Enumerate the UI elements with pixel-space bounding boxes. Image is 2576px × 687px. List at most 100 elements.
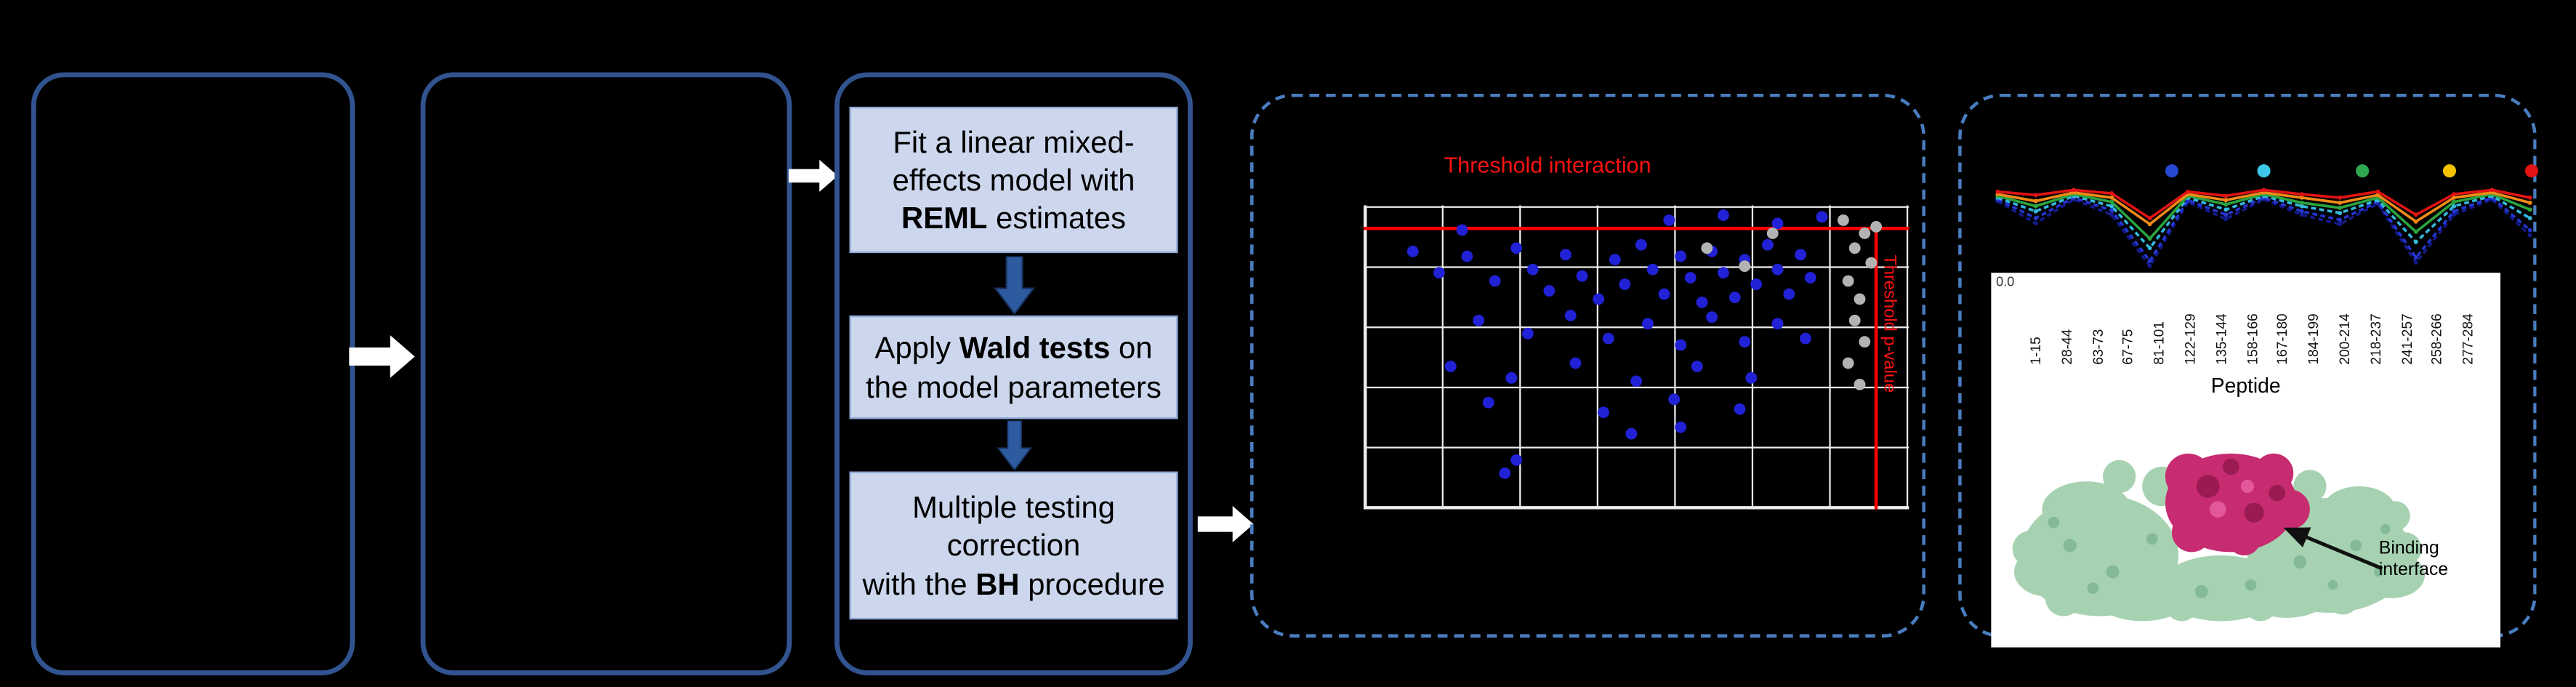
scatter-point-significant [1619,278,1632,291]
profile-point [2033,216,2038,221]
y-axis-tick-label: 0.0 [1996,274,2015,289]
scatter-point-significant [1728,291,1741,302]
profile-point [1995,189,2000,194]
profile-point [2223,198,2229,203]
profile-point [2413,260,2418,265]
scatter-point-significant [1772,318,1784,330]
right-arrow-icon [1197,506,1254,542]
peptide-tick-label: 167-180 [2274,313,2291,365]
scatter-point-significant [1707,312,1719,324]
peptide-tick-label: 67-75 [2120,329,2137,365]
scatter-point-significant [1750,278,1763,291]
scatter-point-not-significant [1870,220,1883,233]
scatter-point-significant [1570,358,1582,369]
profile-point [2527,207,2532,212]
scatter-point-significant [1685,272,1697,284]
step-text-bold: REML [901,201,988,236]
condition-dots-row [1991,158,2538,181]
profile-point [2338,211,2343,215]
scatter-point-not-significant [1859,227,1872,239]
profile-point [2223,212,2229,217]
step-text-part: Multiple testing correction with the [862,489,1116,601]
scatter-point-significant [1434,266,1446,278]
scatter-point-significant [1598,406,1610,418]
down-arrow-icon [994,256,1035,314]
profile-point [2109,199,2114,204]
step-text-part: procedure [1019,566,1165,601]
threshold-line-horizontal [1363,226,1909,230]
scatter-point-significant [1609,254,1621,266]
peptide-tick-label: 1-15 [2027,337,2044,365]
scatter-point-not-significant [1843,358,1855,369]
flow-step-wald: Apply Wald tests on the model parameters [849,315,1178,419]
threshold-line-vertical [1875,226,1878,510]
scatter-point-significant [1718,266,1730,278]
volcano-title: Threshold interaction [1444,153,1651,178]
scatter-point-significant [1559,248,1571,260]
volcano-plot [1363,205,1909,510]
scatter-point-significant [1461,251,1473,263]
scatter-point-significant [1565,309,1577,321]
profile-point [2109,204,2114,209]
scatter-point-significant [1668,394,1681,406]
step-text-part: Fit a linear mixed- effects model with [892,124,1135,197]
step-text: Apply Wald tests on the model parameters [866,329,1162,405]
scatter-point-significant [1674,251,1686,263]
profile-point [2261,188,2266,193]
profile-point [2413,219,2418,224]
step-text-part: Apply [874,330,959,366]
profile-point [2147,263,2152,268]
scatter-point-significant [1816,212,1828,224]
scatter-point-significant [1772,217,1784,230]
scatter-point-significant [1734,403,1746,415]
scatter-point-significant [1510,242,1522,254]
profile-point [2223,217,2229,222]
scatter-point-not-significant [1848,242,1861,254]
profile-point [2299,195,2304,200]
scatter-point-significant [1635,238,1648,251]
profile-point [2338,195,2343,200]
profile-point [2033,193,2038,198]
profile-point [2490,188,2495,193]
step-text-part: on the model parameters [866,330,1162,403]
profile-point [2223,202,2229,207]
peptide-axis-title: Peptide [2210,374,2281,398]
profile-point [2338,222,2343,227]
peptide-tick-label: 81-101 [2151,321,2168,365]
step-text-part: estimates [987,201,1127,236]
scatter-point-significant [1690,361,1702,373]
profile-point [2147,246,2152,251]
scatter-point-significant [1772,263,1784,276]
protein-surface [2012,459,2426,622]
scatter-point-significant [1630,376,1643,387]
scatter-point-significant [1657,287,1670,300]
binding-interface-highlight [2209,479,2254,518]
scatter-point-significant [1761,238,1774,251]
scatter-point-significant [1500,467,1511,479]
peptide-tick-label: 158-166 [2243,313,2261,365]
step-text: Multiple testing correction with the BH … [862,488,1164,603]
profile-point [2452,212,2457,217]
profile-point [2527,233,2532,238]
peptide-tick-label: 241-257 [2397,313,2415,365]
right-arrow-icon [349,335,415,378]
scatter-point-significant [1783,287,1795,300]
profile-point [2527,200,2532,205]
condition-dot [2164,164,2178,178]
profile-point [2299,212,2304,217]
down-arrow-icon [997,420,1033,470]
profile-point [2299,204,2304,209]
profile-point [2033,221,2038,226]
scatter-point-significant [1718,209,1730,220]
profile-line-chart [1995,188,2532,269]
scatter-point-significant [1456,224,1468,236]
profile-point [2033,209,2038,214]
profile-point [2223,193,2229,198]
condition-dot [2355,164,2369,178]
volcano-side-label: Threshold p-value [1879,254,1899,393]
input-data-box [31,72,355,675]
profile-point [2452,204,2457,209]
step-text-bold: Wald tests [959,330,1111,366]
scatter-point-significant [1641,318,1654,330]
